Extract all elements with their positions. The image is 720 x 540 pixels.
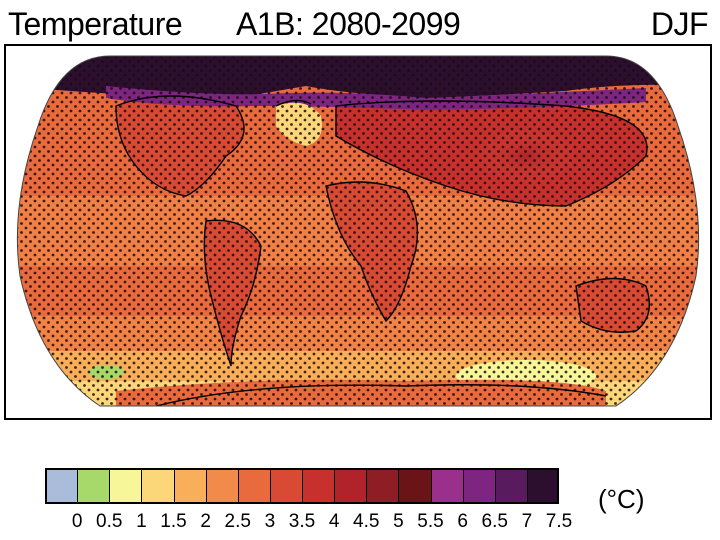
map-title-scenario: A1B: 2080-2099: [236, 6, 461, 42]
colorbar-tick-label: 4.5: [353, 511, 380, 532]
map-title-season: DJF: [650, 6, 709, 42]
colorbar-tick-label: 1.5: [160, 511, 187, 532]
colorbar-swatch: [237, 468, 270, 504]
colorbar-swatch: [398, 468, 431, 504]
colorbar-tick-label: 7.5: [545, 511, 573, 532]
map-title-variable: Temperature: [8, 6, 183, 42]
colorbar-swatch: [302, 468, 335, 504]
colorbar-swatch: [45, 468, 78, 504]
colorbar-swatch: [462, 468, 495, 504]
globe-outline: [16, 55, 700, 407]
world-temperature-map: [16, 55, 700, 407]
colorbar-swatch: [526, 468, 559, 504]
coastlines: [115, 95, 650, 406]
colorbar-swatch: [205, 468, 238, 504]
colorbar-tick-label: 2: [200, 511, 211, 532]
colorbar-swatch: [366, 468, 399, 504]
map-frame: [4, 44, 712, 420]
colorbar-tick-label: 6.5: [481, 511, 508, 532]
colorbar-swatch: [334, 468, 367, 504]
colorbar-tick-label: 3: [264, 511, 276, 532]
colorbar-swatch: [430, 468, 463, 504]
colorbar-tick-label: 7: [521, 511, 533, 532]
colorbar-unit-label: (°C): [598, 484, 645, 514]
globe-field: [17, 56, 699, 406]
colorbar-tick-label: 1: [136, 511, 147, 532]
colorbar-tick-label: 5.5: [417, 511, 444, 532]
colorbar-tick-label: 2.5: [224, 511, 251, 532]
colorbar: [45, 468, 559, 504]
significance-stippling: [17, 56, 699, 406]
colorbar-swatch: [269, 468, 302, 504]
colorbar-swatch: [494, 468, 527, 504]
colorbar-swatch: [77, 468, 110, 504]
colorbar-swatch: [141, 468, 174, 504]
colorbar-tick-label: 6: [457, 511, 468, 532]
colorbar-tick-label: 4: [328, 511, 340, 532]
colorbar-swatch: [173, 468, 206, 504]
colorbar-tick-label: 5: [393, 511, 404, 532]
colorbar-tick-label: 0.5: [96, 511, 123, 532]
colorbar-tick-label: 0: [71, 511, 83, 532]
colorbar-swatch: [109, 468, 142, 504]
colorbar-tick-label: 3.5: [288, 511, 316, 532]
